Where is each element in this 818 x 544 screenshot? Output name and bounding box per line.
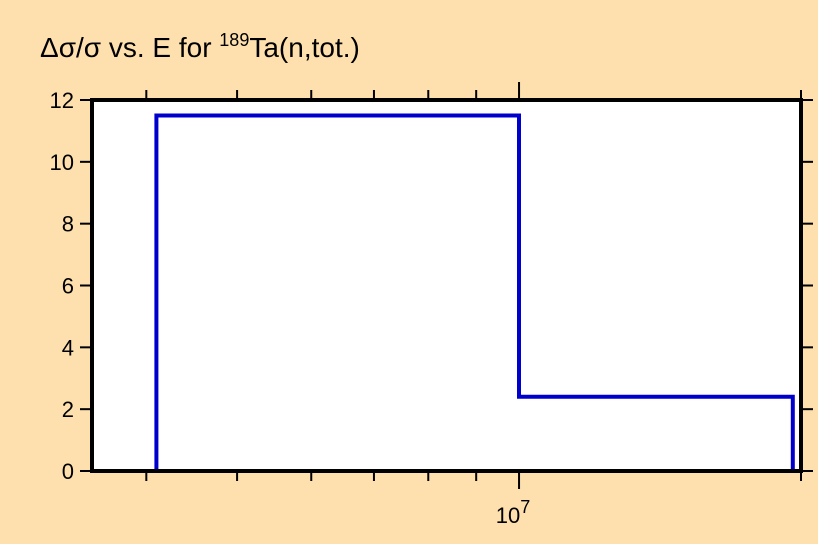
x-tick-label-exponent: 7 [520,497,530,517]
x-tick-label-base: 10 [496,503,520,528]
chart-title-prefix: Δσ/σ vs. E for [40,32,219,63]
y-tick-label: 0 [62,459,74,484]
y-tick-label: 2 [62,397,74,422]
plot-frame [90,98,803,473]
y-axis: 0 2 4 6 8 10 12 [50,88,813,484]
x-axis: 107 [145,82,802,528]
series-line [154,113,795,471]
x-tick-label: 107 [496,497,531,528]
y-tick-label: 10 [50,150,74,175]
chart-title: Δσ/σ vs. E for 189Ta(n,tot.) [40,30,360,63]
y-tick-label: 12 [50,88,74,113]
y-tick-label: 6 [62,274,74,299]
y-tick-label: 8 [62,212,74,237]
chart-title-suffix: Ta(n,tot.) [249,32,359,63]
plot-area [92,100,801,471]
chart-title-superscript: 189 [219,30,249,50]
y-tick-label: 4 [62,335,74,360]
